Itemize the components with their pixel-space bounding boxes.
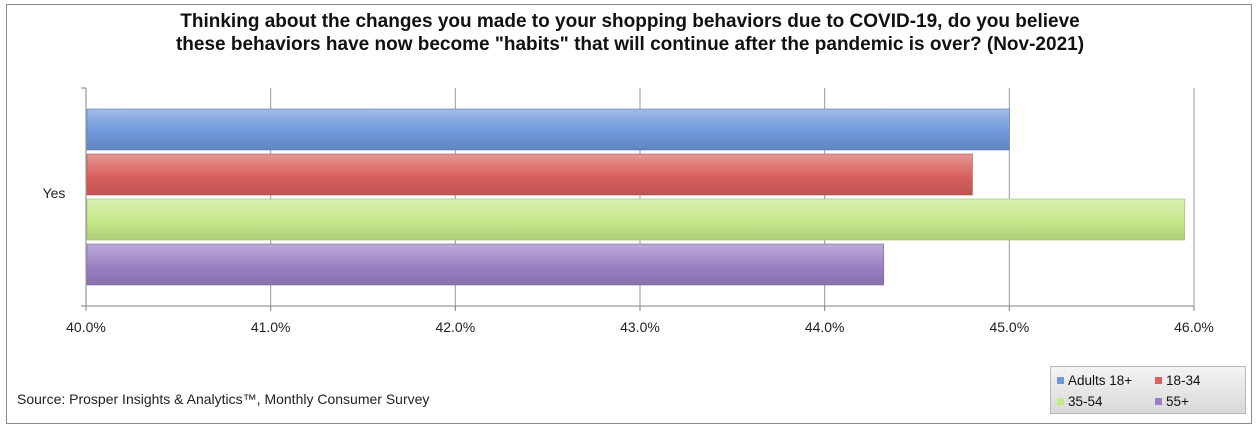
chart-title-line-2: these behaviors have now become "habits"… (175, 34, 1085, 55)
x-tick-label: 41.0% (251, 319, 291, 335)
legend-label: Adults 18+ (1068, 373, 1133, 388)
legend-swatch (1155, 398, 1162, 405)
legend-item-adults-18-plus: Adults 18+ (1057, 373, 1132, 388)
bar-adults-18- (86, 108, 1010, 151)
bar-55- (86, 243, 885, 286)
chart-title-line-1: Thinking about the changes you made to y… (180, 11, 1080, 32)
legend-label: 55+ (1166, 394, 1189, 409)
x-tick-label: 42.0% (435, 319, 475, 335)
category-label: Yes (43, 185, 66, 201)
x-tick-label: 46.0% (1174, 319, 1214, 335)
source-note: Source: Prosper Insights & Analytics™, M… (17, 391, 430, 407)
x-tick-label: 44.0% (805, 319, 845, 335)
legend-label: 18-34 (1166, 373, 1201, 388)
legend-swatch (1057, 398, 1064, 405)
legend: Adults 18+ 18-34 35-54 55+ (1050, 366, 1246, 414)
legend-label: 35-54 (1068, 394, 1103, 409)
legend-swatch (1057, 377, 1064, 384)
legend-item-55-plus: 55+ (1155, 394, 1189, 409)
bar-35-54 (86, 198, 1186, 241)
legend-swatch (1155, 377, 1162, 384)
x-tick-label: 45.0% (989, 319, 1029, 335)
x-tick-label: 43.0% (620, 319, 660, 335)
legend-item-35-54: 35-54 (1057, 394, 1103, 409)
legend-item-18-34: 18-34 (1155, 373, 1201, 388)
x-tick-label: 40.0% (66, 319, 106, 335)
bar-18-34 (86, 153, 973, 196)
chart-title: Thinking about the changes you made to y… (0, 10, 1260, 56)
